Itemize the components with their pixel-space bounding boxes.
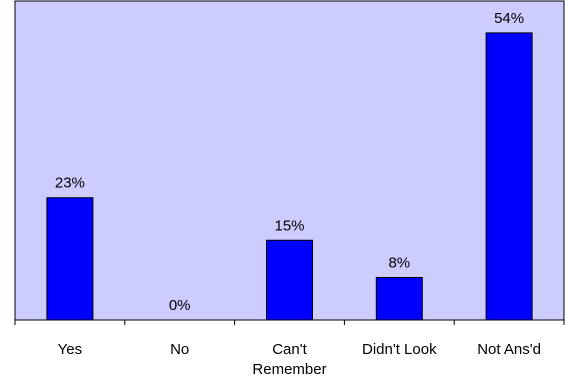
data-label-0: 23% — [55, 175, 85, 192]
x-tick-label-2-line-0: Can't — [272, 341, 307, 358]
x-tick-label-0: Yes — [58, 341, 82, 358]
x-tick-label-2-line-1: Remember — [252, 361, 326, 377]
data-label-4: 54% — [494, 10, 524, 27]
bars-group — [46, 32, 533, 321]
x-tick-labels-group: Yes No Can't Remember Didn't Look Not Ans'd — [58, 341, 541, 377]
x-ticks-group — [14, 320, 565, 325]
bar-4 — [485, 32, 533, 321]
x-tick-label-3: Didn't Look — [362, 341, 437, 358]
data-label-3: 8% — [388, 254, 410, 271]
value-labels-group: 23% 0% 15% 8% 54% — [55, 10, 524, 314]
bar-2 — [266, 239, 313, 321]
x-tick-label-1: No — [170, 341, 189, 358]
bar-0 — [46, 197, 94, 321]
x-tick-label-4: Not Ans'd — [477, 341, 541, 358]
data-label-1: 0% — [169, 297, 191, 314]
bar-3 — [375, 276, 423, 321]
data-label-2: 15% — [274, 217, 304, 234]
